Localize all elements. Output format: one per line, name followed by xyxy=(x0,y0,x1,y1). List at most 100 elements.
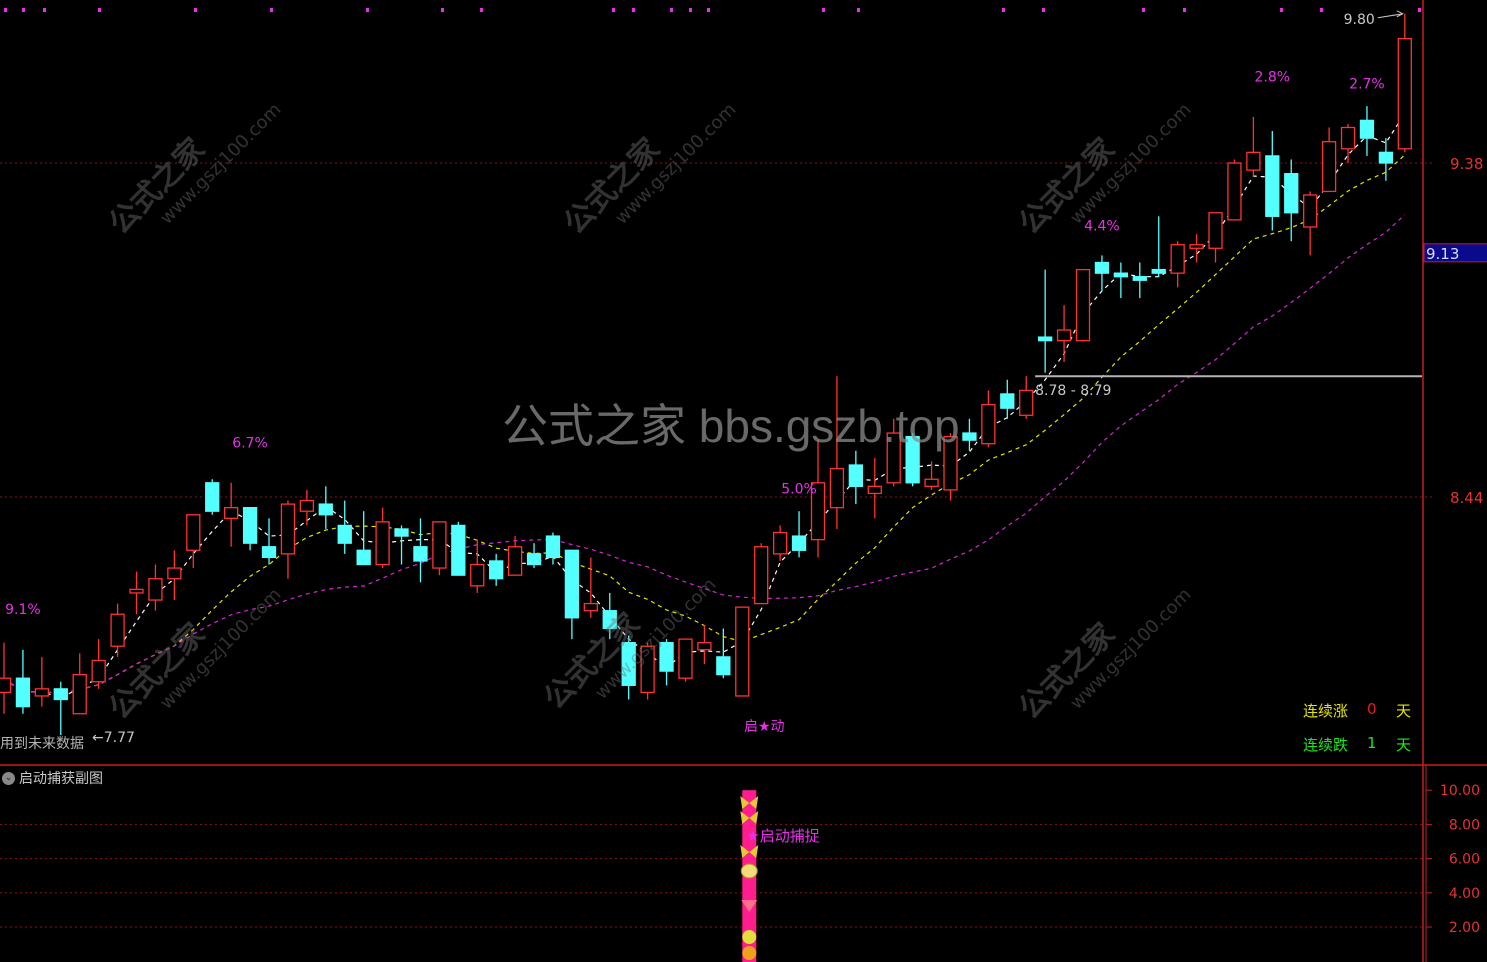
candle-body xyxy=(886,432,901,484)
candle-body xyxy=(1056,329,1072,342)
candle xyxy=(1113,262,1129,299)
candle-body xyxy=(1359,119,1375,139)
candle xyxy=(129,571,144,615)
indicator-dot xyxy=(1280,8,1283,12)
candle-body xyxy=(1075,268,1091,342)
up-streak-label: 连续涨 xyxy=(1303,702,1349,720)
low-price-label: ←7.77 xyxy=(92,730,135,746)
high-arrow-icon xyxy=(1377,10,1404,19)
candle xyxy=(34,656,50,707)
indicator-dot xyxy=(1042,8,1045,12)
candle-body xyxy=(242,507,258,544)
candle-body xyxy=(375,521,390,566)
pct-change-label: 2.7% xyxy=(1349,76,1385,92)
butterfly-icon xyxy=(740,845,759,858)
candle xyxy=(754,543,769,605)
candle-body xyxy=(148,578,163,601)
candle-body xyxy=(337,524,352,544)
candle-body xyxy=(413,546,428,562)
indicator-dot xyxy=(1320,8,1323,12)
pct-change-label: 4.4% xyxy=(1084,219,1120,235)
candle-body xyxy=(943,435,958,491)
sub-chart-title: 启动捕获副图 xyxy=(19,771,103,787)
candle xyxy=(72,653,87,715)
candle xyxy=(1340,123,1356,164)
candle xyxy=(583,557,598,618)
watermark-center: 公式之家 bbs.gszb.top xyxy=(502,400,960,452)
candle-body xyxy=(564,549,580,619)
candle-body xyxy=(15,677,31,708)
diamond-icon xyxy=(741,900,758,912)
candle xyxy=(375,507,390,569)
candle xyxy=(678,638,693,682)
candle xyxy=(261,518,277,565)
candle xyxy=(1000,379,1015,419)
indicator-dot xyxy=(43,8,46,12)
candle-body xyxy=(1246,151,1261,171)
candle-body xyxy=(1094,261,1110,274)
candle xyxy=(224,482,239,547)
candle-body xyxy=(186,514,201,551)
indicator-dot xyxy=(689,8,692,12)
candle-body xyxy=(1132,276,1147,281)
indicator-dot xyxy=(98,8,101,12)
butterfly-icon xyxy=(740,796,759,809)
indicator-dot xyxy=(480,8,483,12)
candle-body xyxy=(72,673,87,715)
sub-chart-header[interactable]: ⌄ 启动捕获副图 xyxy=(2,768,103,788)
candle xyxy=(545,532,561,565)
candle xyxy=(337,500,352,554)
up-streak-value: 0 xyxy=(1367,700,1377,718)
candle xyxy=(470,539,485,593)
candle-body xyxy=(1378,151,1394,164)
candle xyxy=(962,418,977,451)
candle xyxy=(1075,268,1091,342)
collapse-chevron-icon[interactable]: ⌄ xyxy=(2,771,15,785)
candle-body xyxy=(91,659,106,683)
pct-change-label: 9.1% xyxy=(5,602,41,618)
candle-body xyxy=(829,467,845,509)
candle xyxy=(697,624,712,664)
start-signal-label: 启★动 xyxy=(744,719,785,735)
down-streak-unit: 天 xyxy=(1396,736,1412,754)
sub-tick-label: 10.00 xyxy=(1440,783,1480,799)
candle-body xyxy=(754,546,769,605)
candle xyxy=(848,450,863,505)
fruit-icon xyxy=(742,930,757,944)
candle xyxy=(564,549,580,640)
indicator-dot xyxy=(194,8,197,12)
candle xyxy=(1189,234,1204,263)
indicator-dot xyxy=(1142,8,1145,12)
price-tick-label: 9.38 xyxy=(1450,155,1483,173)
candle-body xyxy=(1189,244,1204,249)
candle-body xyxy=(1000,393,1015,409)
candle-body xyxy=(1284,173,1299,214)
candle-body xyxy=(299,499,315,512)
candle xyxy=(810,440,826,558)
candle-body xyxy=(1265,155,1280,217)
candle-body xyxy=(507,546,523,576)
candle xyxy=(318,486,333,529)
candle-body xyxy=(0,677,12,694)
indicator-dot xyxy=(1002,8,1005,12)
candle-body xyxy=(1170,244,1185,274)
candle xyxy=(735,606,750,697)
candle xyxy=(943,433,958,501)
candle-body xyxy=(545,535,561,559)
indicator-dot xyxy=(366,8,369,12)
candle-body xyxy=(280,503,296,555)
candle xyxy=(640,642,655,700)
candle xyxy=(905,433,920,487)
candle xyxy=(791,511,807,558)
candle xyxy=(242,507,258,551)
pct-change-label: 5.0% xyxy=(781,481,817,497)
price-tick-label: 8.44 xyxy=(1450,489,1483,507)
butterfly-icon xyxy=(740,811,759,824)
candle-body xyxy=(697,642,712,651)
candle xyxy=(772,525,788,561)
up-streak-unit: 天 xyxy=(1396,702,1412,720)
candle xyxy=(1132,262,1147,299)
candle xyxy=(924,461,939,490)
candle xyxy=(148,564,163,611)
